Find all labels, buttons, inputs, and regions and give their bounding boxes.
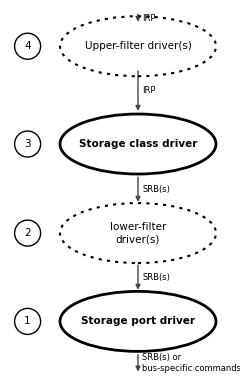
Text: 1: 1	[24, 316, 31, 326]
Text: SRB(s): SRB(s)	[142, 185, 170, 194]
Text: IRP: IRP	[142, 14, 156, 22]
Text: IRP: IRP	[142, 86, 156, 96]
Text: SRB(s) or
bus-specific commands: SRB(s) or bus-specific commands	[142, 353, 240, 373]
Text: 2: 2	[24, 228, 31, 238]
Text: 4: 4	[24, 41, 31, 51]
Text: Upper-filter driver(s): Upper-filter driver(s)	[84, 41, 192, 51]
Text: Storage port driver: Storage port driver	[81, 316, 195, 326]
Text: lower-filter
driver(s): lower-filter driver(s)	[110, 222, 166, 244]
Text: Storage class driver: Storage class driver	[79, 139, 197, 149]
Text: 3: 3	[24, 139, 31, 149]
Text: SRB(s): SRB(s)	[142, 273, 170, 282]
